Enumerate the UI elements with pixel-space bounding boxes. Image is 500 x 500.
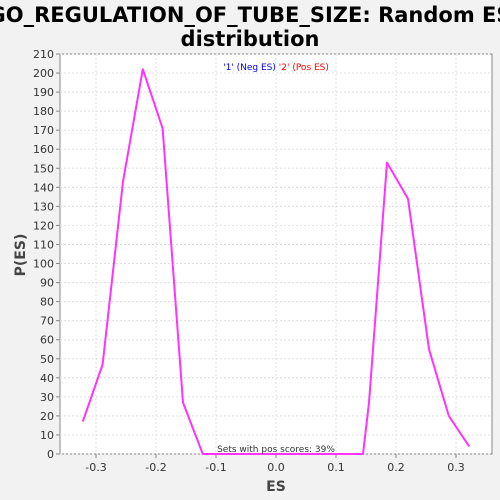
y-axis-title: P(ES): [13, 234, 29, 277]
data-point: [182, 402, 184, 404]
data-point: [386, 162, 388, 164]
x-axis-title: ES: [266, 479, 286, 495]
data-point: [142, 68, 144, 70]
y-tick-label: 190: [33, 86, 54, 99]
x-tick-label: 0.2: [387, 461, 405, 474]
data-point: [342, 453, 344, 455]
y-tick-label: 100: [33, 258, 54, 271]
x-tick-label: 0.3: [447, 461, 465, 474]
y-tick-label: 40: [40, 372, 54, 385]
x-tick-label: 0.1: [327, 461, 345, 474]
y-tick-label: 0: [47, 448, 54, 461]
y-tick-label: 140: [33, 181, 54, 194]
y-tick-label: 210: [33, 48, 54, 61]
y-tick-label: 30: [40, 391, 54, 404]
chart-title-line-1: GO_REGULATION_OF_TUBE_SIZE: Random ES: [0, 3, 500, 27]
data-point: [468, 446, 470, 448]
y-tick-label: 200: [33, 67, 54, 80]
y-tick-label: 120: [33, 219, 54, 232]
y-tick-label: 10: [40, 429, 54, 442]
y-tick-label: 90: [40, 277, 54, 290]
x-tick-label: -0.2: [145, 461, 166, 474]
data-point: [102, 364, 104, 366]
x-tick-label: -0.3: [85, 461, 106, 474]
data-point: [368, 402, 370, 404]
data-point: [82, 421, 84, 423]
series-line-1: [81, 68, 471, 455]
axis-ticks: 0 10 20 30 40 50 60 70 80 90 100 110 120 130 140 150 160…: [33, 48, 465, 474]
x-tick-label: -0.1: [205, 461, 226, 474]
y-tick-label: 110: [33, 238, 54, 251]
y-tick-label: 80: [40, 296, 54, 309]
pos-scores-annotation: Sets with pos scores: 39%: [217, 445, 335, 455]
x-tick-label: 0.0: [267, 461, 285, 474]
y-tick-label: 70: [40, 315, 54, 328]
data-point: [202, 453, 204, 455]
y-tick-label: 150: [33, 162, 54, 175]
y-tick-label: 130: [33, 200, 54, 213]
y-tick-label: 20: [40, 410, 54, 423]
legend-entry-neg-es: '1' (Neg ES): [223, 63, 276, 73]
data-point: [122, 181, 124, 183]
series-layer: [81, 68, 471, 455]
data-point: [448, 415, 450, 417]
chart-title-line-2: distribution: [181, 27, 320, 51]
legend-entry-pos-es: '2' (Pos ES): [279, 63, 329, 73]
legend: '1' (Neg ES) '2' (Pos ES): [223, 63, 329, 73]
y-tick-label: 170: [33, 124, 54, 137]
data-point: [428, 348, 430, 350]
grid: [60, 53, 492, 455]
data-point: [407, 198, 409, 200]
y-tick-label: 60: [40, 334, 54, 347]
data-point: [162, 127, 164, 129]
y-tick-label: 50: [40, 353, 54, 366]
data-point: [362, 453, 364, 455]
y-tick-label: 180: [33, 105, 54, 118]
y-tick-label: 160: [33, 143, 54, 156]
